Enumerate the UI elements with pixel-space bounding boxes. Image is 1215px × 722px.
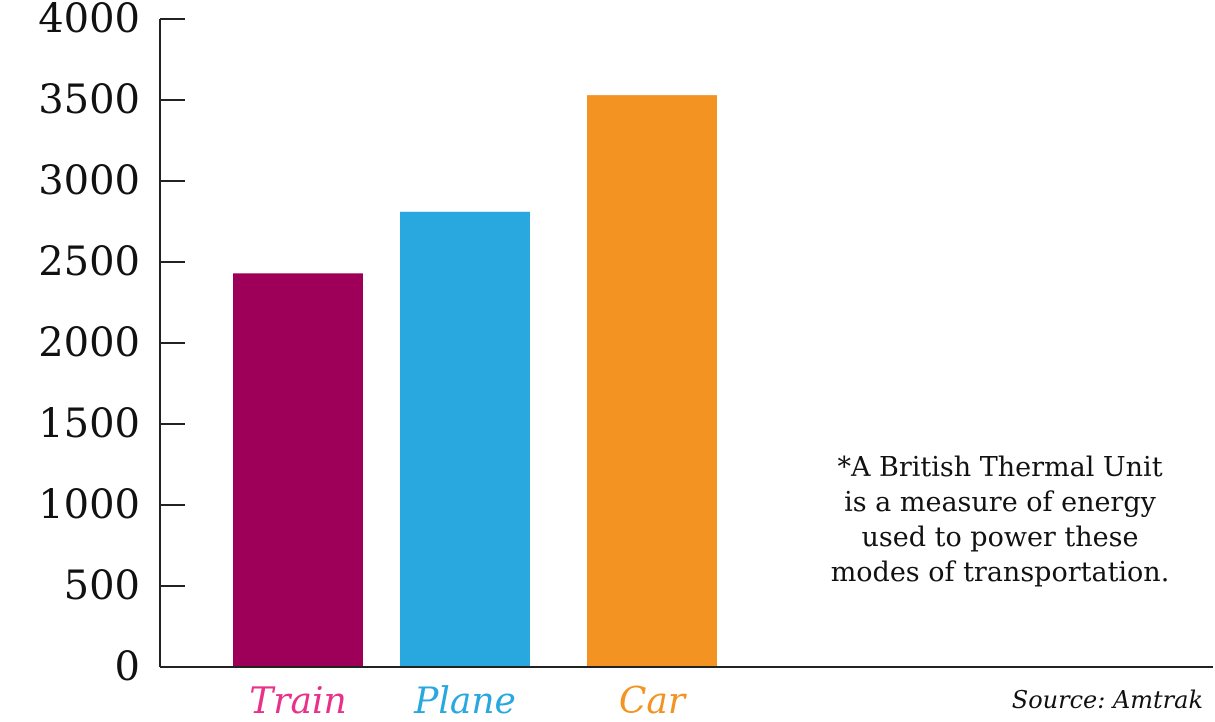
btu-footnote: *A British Thermal Unit is a measure of … <box>770 450 1215 590</box>
x-category-label: Train <box>249 681 346 722</box>
bar-car <box>587 95 717 667</box>
y-axis: 0 500 1000 1500 2000 2500 3000 3500 4000 <box>38 0 185 690</box>
y-tick-label: 2500 <box>38 239 140 285</box>
x-axis-labels: Train Plane Car <box>249 681 687 722</box>
bar-train <box>233 273 363 667</box>
footnote-line: is a measure of energy <box>844 487 1156 518</box>
footnote-line: *A British Thermal Unit <box>837 452 1163 483</box>
bar-plane <box>400 211 530 667</box>
y-tick-label: 3000 <box>38 158 140 204</box>
y-tick-label: 1500 <box>38 401 140 447</box>
x-category-label: Car <box>619 681 687 722</box>
footnote-line: used to power these <box>861 522 1139 553</box>
bars <box>233 95 717 667</box>
source-credit: Source: Amtrak <box>1011 686 1203 714</box>
y-tick-label: 0 <box>115 644 140 690</box>
y-tick-label: 500 <box>64 563 140 609</box>
x-category-label: Plane <box>413 681 516 722</box>
y-tick-label: 4000 <box>38 0 140 42</box>
y-tick-label: 3500 <box>38 77 140 123</box>
y-tick-label: 2000 <box>38 320 140 366</box>
footnote-line: modes of transportation. <box>830 557 1170 588</box>
y-tick-label: 1000 <box>38 482 140 528</box>
